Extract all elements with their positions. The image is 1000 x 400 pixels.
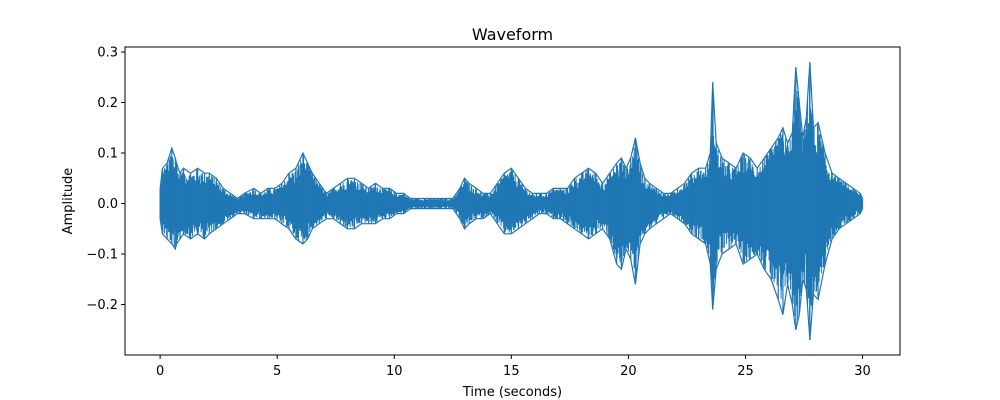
y-tick-label: 0.2 [97, 96, 118, 111]
y-axis-ticks: −0.2 −0.1 0.0 0.1 0.2 0.3 [86, 46, 125, 313]
x-tick-label: 0 [156, 364, 164, 379]
y-tick-label: 0.3 [97, 46, 118, 61]
x-axis-ticks: 0 5 10 15 20 25 30 [156, 355, 871, 379]
x-tick-label: 30 [854, 364, 871, 379]
y-axis-label: Amplitude [61, 168, 76, 235]
x-tick-label: 10 [386, 364, 403, 379]
axes-frame [124, 46, 901, 356]
y-tick-label: −0.2 [86, 298, 118, 313]
x-tick-label: 15 [503, 364, 520, 379]
x-tick-label: 20 [620, 364, 637, 379]
chart-title: Waveform [472, 25, 553, 44]
y-tick-label: 0.1 [97, 147, 118, 162]
x-tick-label: 5 [273, 364, 281, 379]
y-tick-label: −0.1 [86, 248, 118, 263]
waveform-series [159, 62, 864, 340]
x-tick-label: 25 [737, 364, 754, 379]
y-tick-label: 0.0 [97, 197, 118, 212]
x-axis-label: Time (seconds) [462, 385, 562, 400]
